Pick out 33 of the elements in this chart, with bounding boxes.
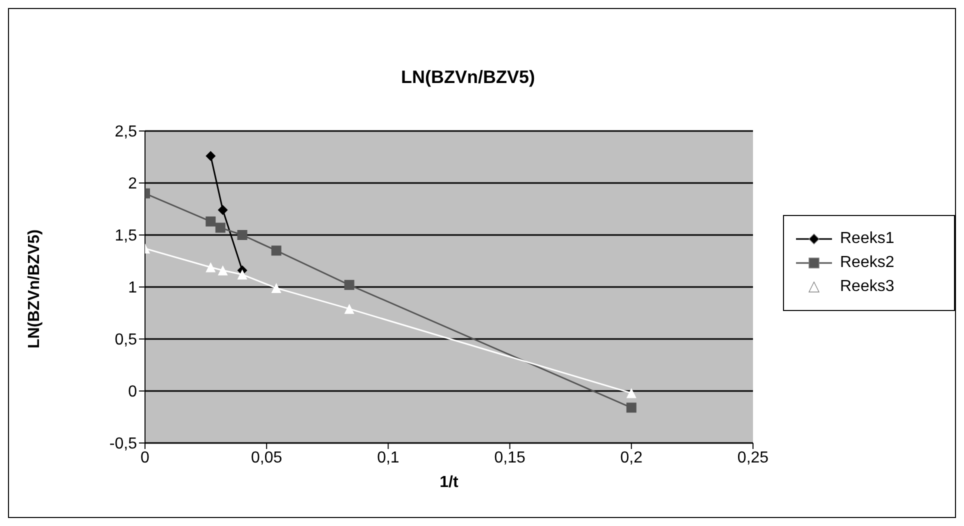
x-tick-label: 0,1	[377, 449, 400, 466]
x-tick-label: 0,25	[737, 449, 769, 466]
y-tick-label: 0,5	[114, 332, 138, 349]
point	[344, 304, 354, 314]
y-tick-label: 2,5	[114, 124, 138, 141]
point	[626, 388, 636, 398]
legend-label: Reeks3	[840, 278, 894, 296]
point	[206, 150, 216, 161]
y-axis-title: LN(BZVn/BZV5)	[26, 229, 44, 349]
x-tick-label: 0,05	[251, 449, 282, 466]
point	[206, 216, 216, 226]
y-tick-label: 2	[128, 176, 138, 193]
point	[344, 280, 354, 290]
point	[237, 230, 248, 240]
y-tick-label: -0,5	[109, 436, 138, 453]
x-tick-label: 0	[140, 449, 150, 466]
point	[218, 205, 228, 216]
point	[271, 283, 282, 294]
x-tick-label: 0,2	[620, 449, 643, 466]
legend-label: Reeks2	[840, 254, 894, 272]
point	[206, 262, 216, 272]
point	[271, 246, 282, 256]
y-tick-label: 0	[128, 384, 138, 401]
legend-label: Reeks1	[840, 230, 894, 248]
y-tick-label: 1,5	[114, 228, 138, 245]
point	[237, 270, 248, 280]
point	[218, 265, 228, 276]
chart-title: LN(BZVn/BZV5)	[400, 67, 536, 88]
point	[626, 402, 636, 413]
y-tick-label: 1	[128, 280, 138, 297]
x-tick-label: 0,15	[494, 449, 526, 466]
point	[215, 222, 226, 233]
x-axis-title: 1/t	[440, 474, 460, 491]
